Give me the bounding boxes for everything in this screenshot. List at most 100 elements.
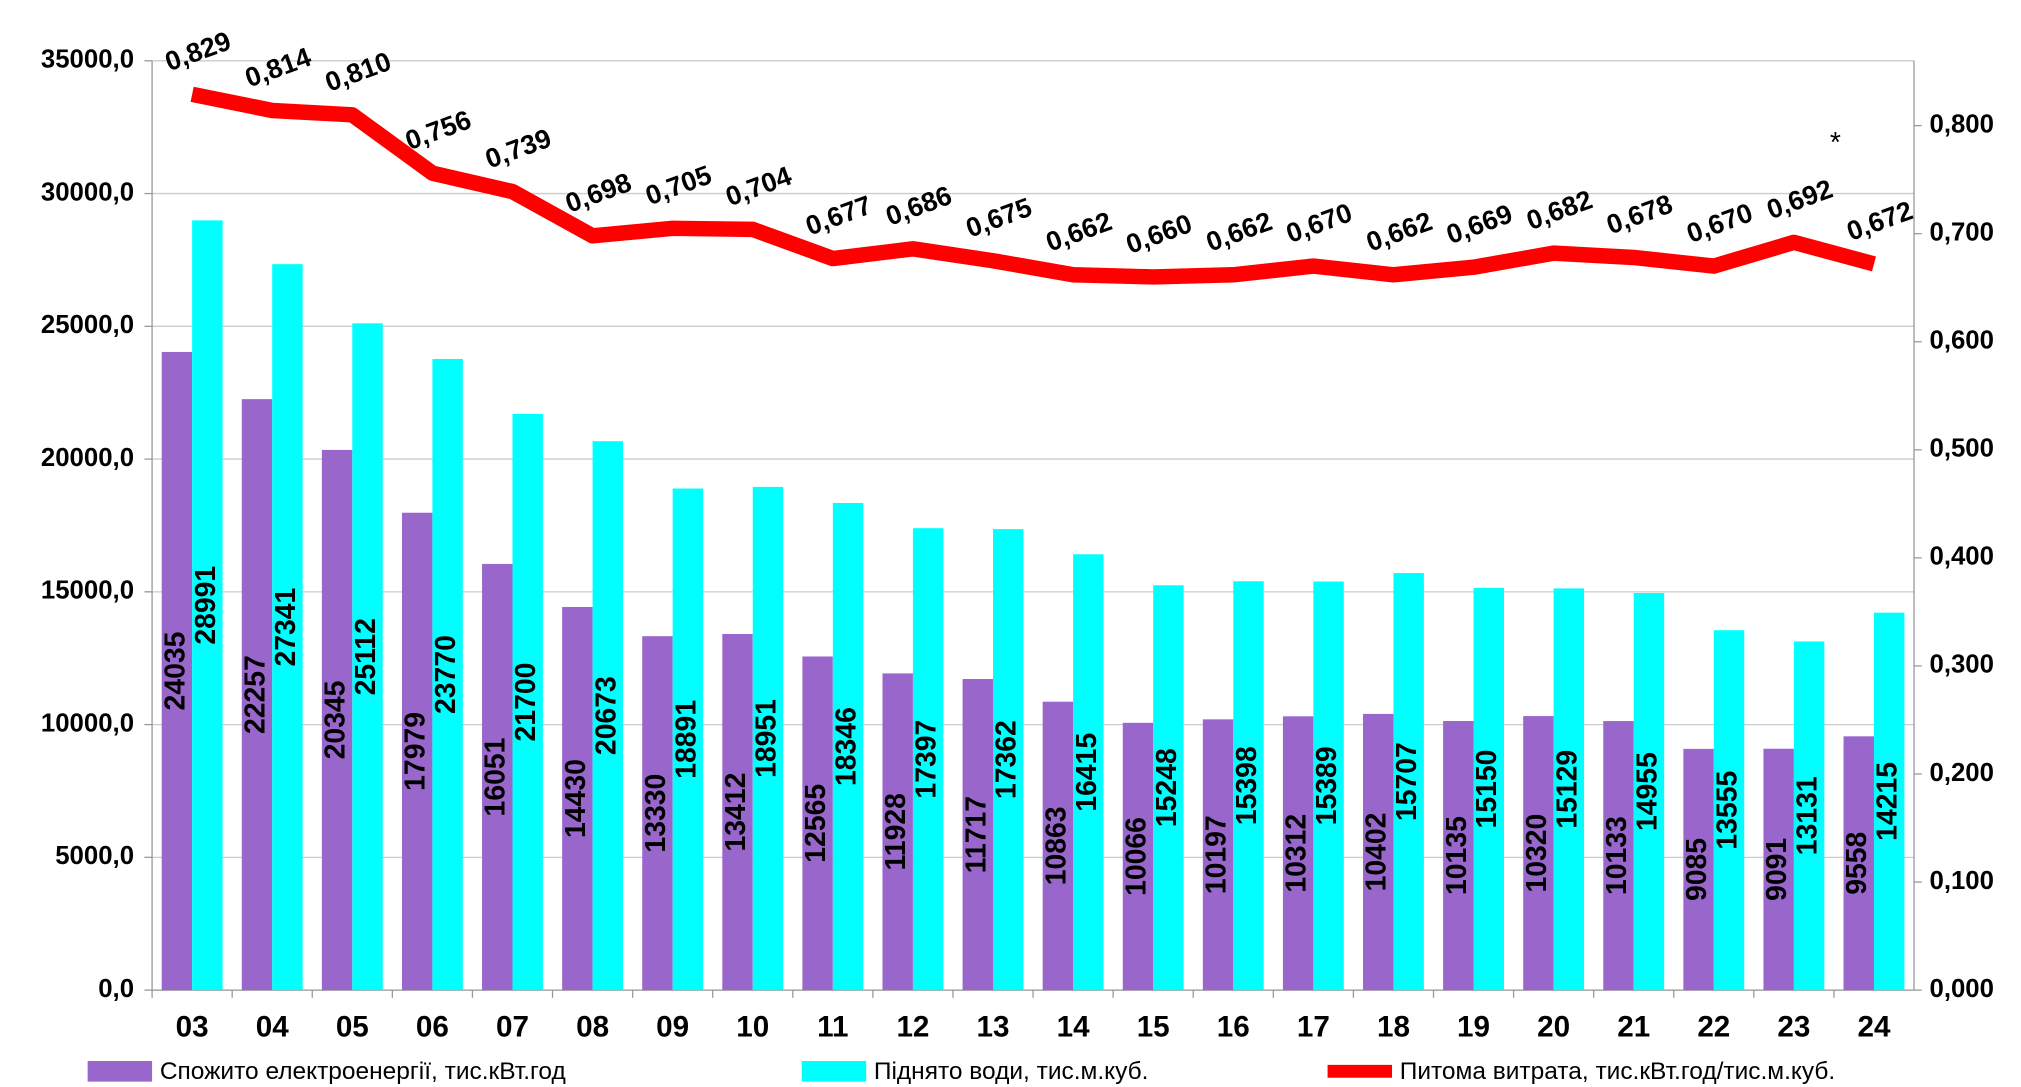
line-label: 0,677 xyxy=(802,190,876,241)
bar xyxy=(752,486,784,991)
bar xyxy=(1843,736,1874,991)
bar-label: 11928 xyxy=(880,793,912,870)
bar-label: 22257 xyxy=(239,655,271,734)
bar-label: 17362 xyxy=(991,720,1023,799)
bar xyxy=(1713,630,1745,991)
x-tick-label: 11 xyxy=(817,1011,848,1044)
x-tick-label: 16 xyxy=(1217,1011,1250,1044)
x-tick-label: 03 xyxy=(176,1011,209,1044)
bar-label: 10402 xyxy=(1361,813,1393,892)
bar xyxy=(672,488,704,991)
bar-label: 10197 xyxy=(1201,815,1233,894)
x-tick-label: 06 xyxy=(416,1011,449,1044)
bar xyxy=(802,656,833,991)
bar xyxy=(1763,748,1794,991)
bar-label: 10066 xyxy=(1120,817,1152,896)
legend-swatch xyxy=(87,1060,153,1082)
y-tick-label: 35000,0 xyxy=(41,46,134,74)
line-label: 0,739 xyxy=(481,123,555,174)
bar xyxy=(962,679,994,991)
bar xyxy=(1473,587,1504,991)
bar-label: 17397 xyxy=(911,720,943,799)
bar xyxy=(1282,716,1314,991)
bar xyxy=(512,413,543,991)
legend-label: Питома витрата, тис.кВт.год/тис.м.куб. xyxy=(1400,1058,1836,1085)
x-tick-label: 10 xyxy=(736,1011,769,1044)
bar-label: 10312 xyxy=(1281,814,1313,893)
line-label: 0,829 xyxy=(161,26,235,77)
bar xyxy=(161,351,193,991)
x-tick-label: 12 xyxy=(896,1011,929,1044)
bar xyxy=(401,512,433,991)
line-label: 0,672 xyxy=(1843,195,1917,246)
y2-tick-label: 0,400 xyxy=(1929,543,1993,571)
x-tick-label: 23 xyxy=(1777,1011,1810,1044)
bar xyxy=(832,502,864,991)
bar-label: 16051 xyxy=(480,738,512,817)
bar xyxy=(993,529,1024,991)
bar xyxy=(1233,581,1264,991)
bar xyxy=(1873,612,1905,991)
line-label: 0,670 xyxy=(1683,197,1757,248)
bar xyxy=(1393,573,1424,991)
legend-swatch xyxy=(1327,1064,1393,1078)
bar-label: 10133 xyxy=(1601,816,1633,895)
y2-tick-label: 0,100 xyxy=(1929,867,1993,895)
bar-label: 21700 xyxy=(510,663,542,742)
bar-label: 20673 xyxy=(590,676,622,755)
bar-label: 13555 xyxy=(1712,771,1744,850)
bar xyxy=(912,528,944,991)
line-label: 0,704 xyxy=(722,161,796,212)
bar-label: 23770 xyxy=(430,635,462,714)
y-tick-label: 20000,0 xyxy=(41,444,134,472)
bar-label: 15707 xyxy=(1391,742,1423,821)
bar-label: 10135 xyxy=(1441,816,1473,895)
bar xyxy=(432,358,463,991)
line-label: 0,662 xyxy=(1202,206,1276,257)
bar-label: 20345 xyxy=(320,681,352,760)
line xyxy=(190,86,1876,285)
bar xyxy=(241,399,273,991)
x-tick-label: 17 xyxy=(1297,1011,1330,1044)
bar-label: 11717 xyxy=(960,796,992,873)
bar xyxy=(1202,719,1234,991)
y2-tick-label: 0,200 xyxy=(1929,759,1993,787)
line-label: 0,705 xyxy=(642,160,716,211)
line-label: 0,698 xyxy=(561,167,635,218)
y-tick-label: 25000,0 xyxy=(41,311,134,339)
y2-tick-label: 0,300 xyxy=(1929,651,1993,679)
bar xyxy=(192,220,223,991)
bar-label: 18891 xyxy=(670,700,702,779)
bar-label: 25112 xyxy=(350,618,382,695)
bar xyxy=(1042,701,1074,991)
legend-label: Спожито електроенергії, тис.кВт.год xyxy=(160,1058,566,1085)
line-label: 0,682 xyxy=(1523,184,1597,235)
line-label: 0,662 xyxy=(1362,206,1436,257)
x-tick-label: 09 xyxy=(656,1011,689,1044)
bar-label: 28991 xyxy=(190,566,222,645)
bar-label: 17979 xyxy=(400,712,432,791)
line-label: 0,756 xyxy=(401,105,475,156)
bar-label: 9085 xyxy=(1681,838,1713,901)
line-label: 0,675 xyxy=(962,192,1036,243)
x-tick-label: 07 xyxy=(496,1011,529,1044)
bar-label: 16415 xyxy=(1071,733,1103,812)
y-tick-label: 5000,0 xyxy=(55,842,134,870)
x-tick-label: 20 xyxy=(1537,1011,1570,1044)
bar-label: 15389 xyxy=(1311,746,1343,825)
legend-label: Піднято води, тис.м.куб. xyxy=(874,1058,1149,1085)
bar xyxy=(1313,581,1344,991)
line-label: 0,662 xyxy=(1042,206,1116,257)
bar xyxy=(562,606,593,991)
bar xyxy=(272,264,303,991)
bar-label: 18951 xyxy=(750,699,782,778)
bar xyxy=(1153,585,1184,991)
bar xyxy=(1683,748,1714,991)
bar xyxy=(642,636,673,991)
y-tick-label: 15000,0 xyxy=(41,577,134,605)
line-label: 0,814 xyxy=(241,42,315,93)
line-label: 0,692 xyxy=(1763,174,1837,225)
annotation: * xyxy=(1830,127,1841,159)
bar-label: 14955 xyxy=(1631,752,1663,831)
